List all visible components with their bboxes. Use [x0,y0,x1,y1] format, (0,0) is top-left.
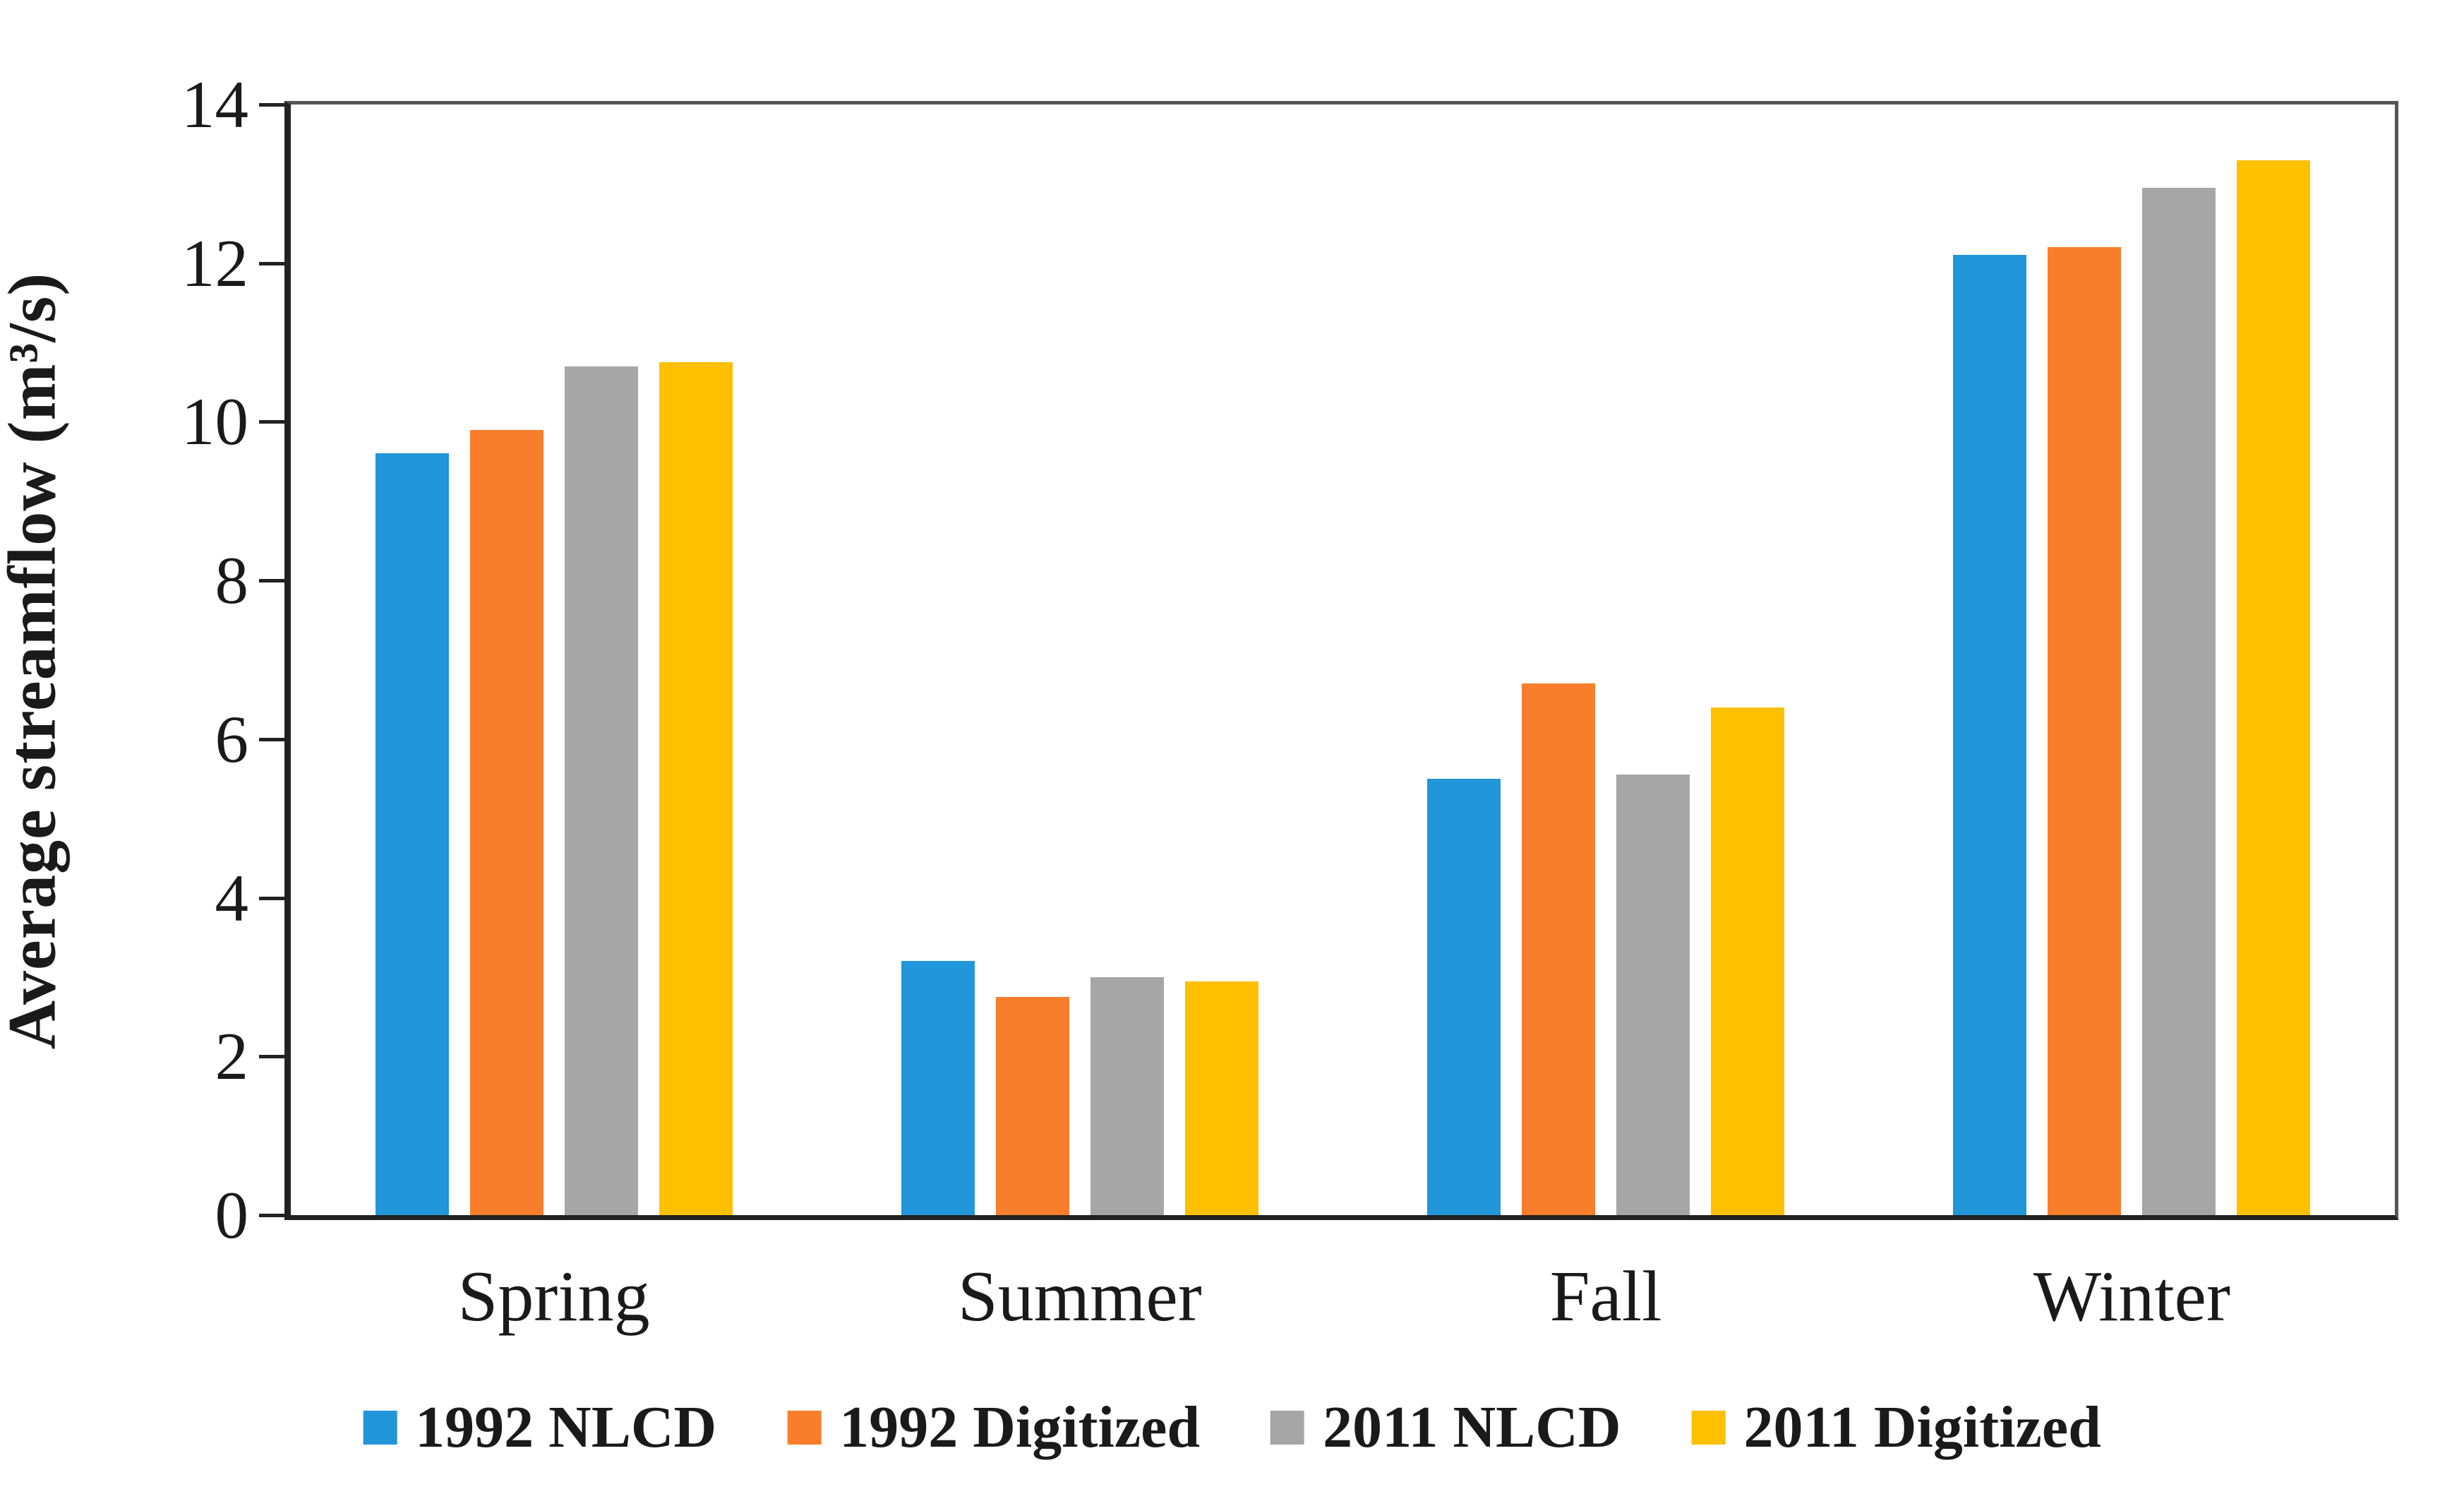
legend-label-1992-digitized: 1992 Digitized [839,1394,1201,1460]
y-tick-label-4: 4 [215,860,249,936]
y-tick-0 [259,1214,284,1217]
bar-2011-digitized-spring [659,362,733,1215]
legend-item-1992-nlcd: 1992 NLCD [363,1392,716,1463]
legend-item-2011-nlcd: 2011 NLCD [1270,1392,1621,1463]
y-tick-4 [259,896,284,900]
bar-2011-digitized-summer [1184,981,1258,1215]
bar-2011-nlcd-winter [2142,187,2216,1215]
y-tick-12 [259,261,284,265]
bar-1992-digitized-winter [2048,247,2122,1215]
legend-item-2011-digitized: 2011 Digitized [1691,1392,2101,1463]
bar-1992-nlcd-winter [1953,255,2027,1215]
bar-2011-nlcd-fall [1616,775,1690,1215]
bar-1992-nlcd-fall [1427,779,1501,1215]
bar-2011-digitized-fall [1711,707,1785,1215]
legend-swatch-1992-nlcd [363,1411,397,1445]
y-tick-label-14: 14 [181,67,248,142]
y-tick-label-6: 6 [215,701,249,777]
y-tick-label-0: 0 [215,1178,249,1253]
bar-1992-digitized-summer [995,997,1069,1215]
bar-2011-digitized-winter [2237,160,2311,1215]
x-axis-label-winter: Winter [2033,1257,2230,1337]
legend-swatch-2011-digitized [1691,1411,1726,1445]
x-axis-label-summer: Summer [958,1257,1202,1337]
y-tick-8 [259,579,284,583]
y-tick-label-10: 10 [181,384,248,460]
y-tick-2 [259,1055,284,1059]
legend-swatch-2011-nlcd [1270,1411,1305,1445]
bar-group-fall [1343,104,1869,1215]
y-tick-label-8: 8 [215,543,249,618]
x-axis-label-spring: Spring [457,1257,650,1337]
bar-group-summer [817,104,1342,1215]
y-tick-10 [259,420,284,424]
bar-1992-digitized-fall [1522,683,1596,1215]
x-axis-label-fall: Fall [1549,1257,1662,1337]
y-tick-label-2: 2 [215,1019,249,1094]
bar-group-winter [1869,104,2395,1215]
bar-2011-nlcd-summer [1090,976,1164,1215]
bar-1992-digitized-spring [469,429,543,1215]
legend-swatch-1992-digitized [787,1411,822,1445]
legend: 1992 NLCD 1992 Digitized 2011 NLCD 2011 Dig… [363,1392,2101,1463]
legend-item-1992-digitized: 1992 Digitized [787,1392,1200,1463]
x-axis-labels: Spring Summer Fall Winter [291,1251,2395,1357]
legend-label-2011-nlcd: 2011 NLCD [1323,1394,1621,1460]
legend-label-1992-nlcd: 1992 NLCD [415,1394,717,1460]
y-tick-label-12: 12 [181,225,248,301]
y-tick-14 [259,103,284,107]
plot-area [284,101,2398,1220]
legend-label-2011-digitized: 2011 Digitized [1743,1394,2101,1460]
bar-group-spring [291,104,817,1215]
bar-2011-nlcd-spring [564,366,638,1215]
bar-1992-nlcd-spring [375,453,449,1215]
bar-1992-nlcd-summer [901,961,975,1215]
y-tick-6 [259,737,284,741]
